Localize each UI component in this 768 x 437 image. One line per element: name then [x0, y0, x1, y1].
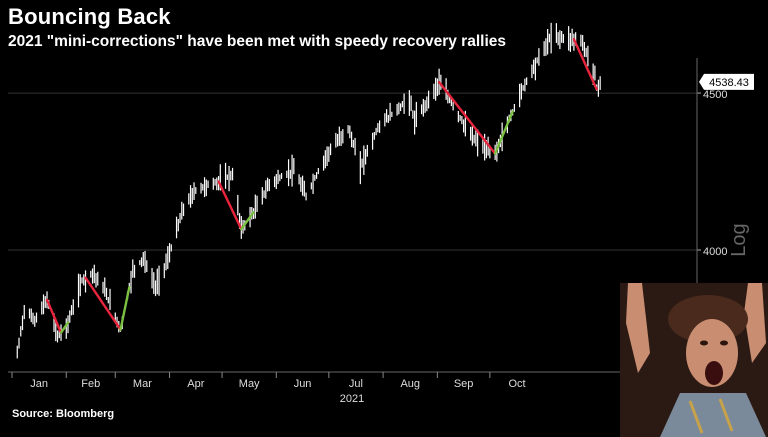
x-tick-label: Jan: [30, 378, 48, 390]
x-tick-label: May: [239, 378, 260, 390]
correction-segment: [84, 276, 122, 331]
x-tick-label: Feb: [81, 378, 100, 390]
recovery-segment: [493, 110, 514, 155]
correction-segment: [572, 38, 598, 91]
recovery-segment: [240, 211, 255, 231]
correction-segment: [437, 80, 497, 155]
axes: 4000 4500 Jan Feb Mar Apr May Jun Jul Aug Sep Oct 20…: [8, 58, 754, 405]
grid-lines: [8, 92, 697, 251]
x-tick-label: Sep: [454, 378, 474, 390]
correction-segment: [217, 180, 243, 231]
recovery-segment: [119, 286, 131, 331]
y-tick-label: 4500: [703, 89, 727, 101]
cheering-woman-image: [620, 283, 768, 437]
x-tick-label: Jul: [349, 378, 363, 390]
reaction-photo: [620, 283, 768, 437]
y-tick-label: 4000: [703, 246, 727, 258]
last-value-box: [699, 73, 754, 90]
x-tick-label: Jun: [294, 378, 312, 390]
x-tick-label: Aug: [400, 378, 420, 390]
y-axis-label: Log: [728, 223, 750, 256]
x-tick-label: Oct: [508, 378, 525, 390]
recovery-segment: [59, 321, 70, 334]
correction-segment: [45, 298, 63, 334]
chart-subtitle: 2021 "mini-corrections" have been met wi…: [8, 33, 506, 50]
correction-recovery-segments: [45, 38, 598, 334]
chart-title: Bouncing Back: [8, 4, 171, 29]
x-year-label: 2021: [340, 393, 364, 405]
x-tick-label: Mar: [133, 378, 152, 390]
last-value-label: 4538.43: [709, 77, 749, 89]
x-tick-label: Apr: [187, 378, 204, 390]
last-value-marker: 4538.43: [699, 73, 754, 90]
source-note: Source: Bloomberg: [12, 408, 115, 420]
